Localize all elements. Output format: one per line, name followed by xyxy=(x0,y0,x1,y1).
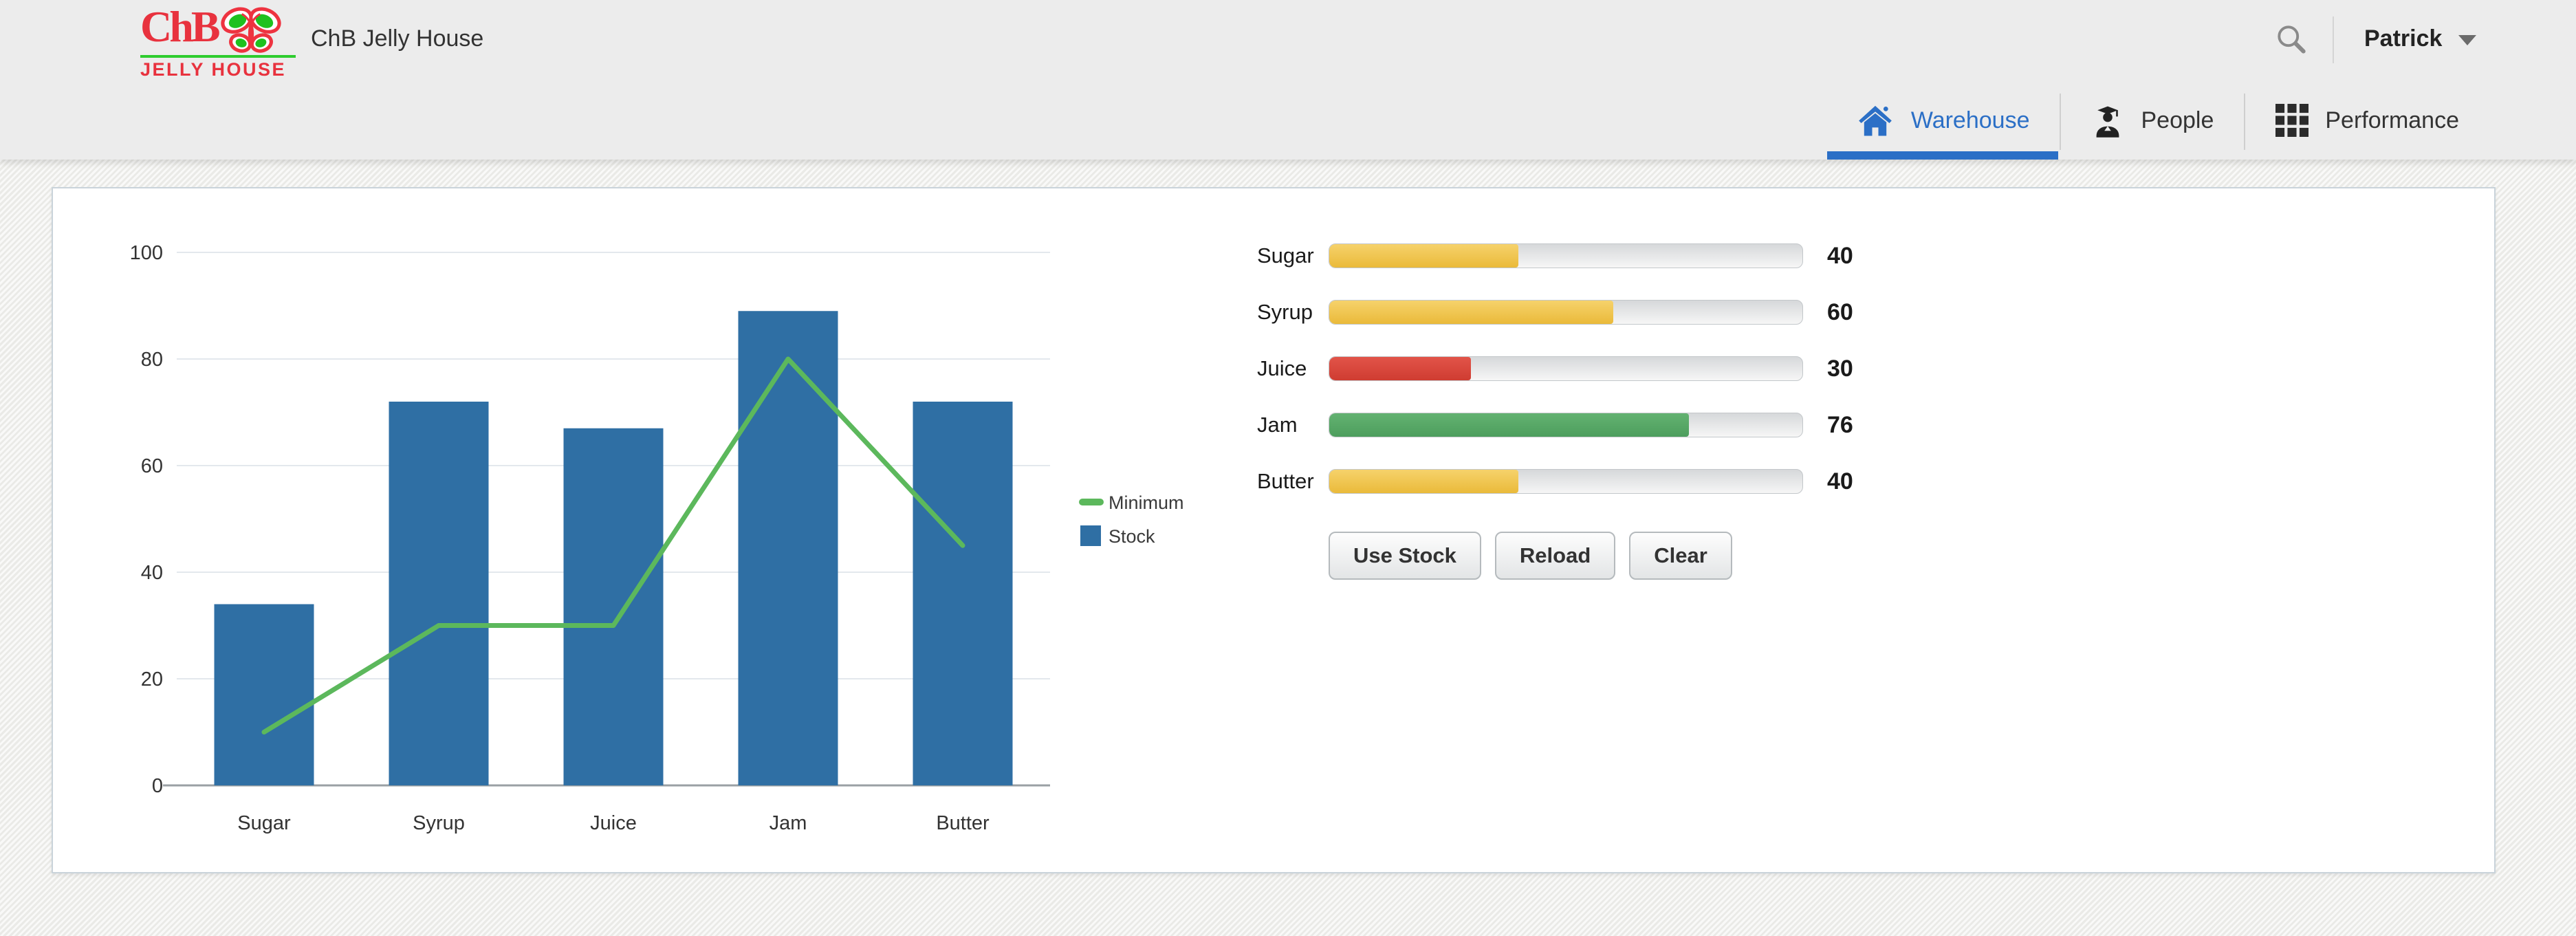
logo-underline xyxy=(140,55,296,58)
user-name: Patrick xyxy=(2364,25,2443,52)
legend-label: Stock xyxy=(1109,526,1155,547)
progressbar-fill xyxy=(1329,357,1472,380)
inventory-item-label: Jam xyxy=(1257,413,1298,437)
progressbar-fill xyxy=(1329,301,1613,324)
inventory-item-value: 40 xyxy=(1827,242,1853,269)
inventory-item-label: Butter xyxy=(1257,469,1314,493)
tab-performance[interactable]: Performance xyxy=(2245,81,2489,160)
inventory-row-syrup: Syrup 60 xyxy=(53,298,1978,325)
butterfly-icon xyxy=(215,1,287,61)
legend-label: Minimum xyxy=(1109,492,1184,513)
tab-label: Warehouse xyxy=(1910,107,2030,133)
stock-bar-butter xyxy=(913,402,1013,785)
use-stock-button[interactable]: Use Stock xyxy=(1329,532,1481,580)
inventory-actions: Use Stock Reload Clear xyxy=(1329,532,1732,580)
x-category-label: Butter xyxy=(936,812,990,834)
header-divider xyxy=(2333,17,2334,63)
progressbar-fill xyxy=(1329,244,1519,268)
inventory-item-value: 40 xyxy=(1827,468,1853,494)
inventory-row-butter: Butter 40 xyxy=(53,468,1978,494)
progressbar-fill xyxy=(1329,413,1689,437)
inventory-item-label: Juice xyxy=(1257,356,1307,380)
clear-button[interactable]: Clear xyxy=(1629,532,1732,580)
inventory-progressbar xyxy=(1329,413,1803,437)
y-tick-label: 40 xyxy=(141,562,163,584)
inventory-item-value: 30 xyxy=(1827,355,1853,382)
tab-divider xyxy=(2244,94,2246,150)
x-category-label: Jam xyxy=(769,812,807,834)
y-tick-label: 60 xyxy=(141,455,163,477)
stock-bar-juice xyxy=(563,428,664,785)
legend-line-swatch xyxy=(1079,499,1104,505)
house-icon xyxy=(1856,102,1895,139)
progressbar-fill xyxy=(1329,470,1519,493)
inventory-row-sugar: Sugar 40 xyxy=(53,242,1978,269)
y-tick-label: 0 xyxy=(152,775,163,797)
x-category-label: Juice xyxy=(590,812,637,834)
reload-button[interactable]: Reload xyxy=(1494,532,1616,580)
chevron-down-icon xyxy=(2458,34,2477,45)
app-title: ChB Jelly House xyxy=(311,25,484,52)
company-logo: ChB xyxy=(140,3,305,80)
grid-icon xyxy=(2275,104,2309,137)
person-icon xyxy=(2091,102,2124,139)
search-button[interactable] xyxy=(2273,22,2308,58)
inventory-item-label: Sugar xyxy=(1257,243,1314,268)
inventory-progressbar xyxy=(1329,356,1803,381)
tab-warehouse[interactable]: Warehouse xyxy=(1826,81,2060,160)
y-tick-label: 100 xyxy=(130,242,163,264)
tab-label: Performance xyxy=(2325,107,2459,133)
inventory-progressbar xyxy=(1329,243,1803,268)
main-nav: Warehouse People xyxy=(1826,81,2489,160)
logo-subtitle: JELLY HOUSE xyxy=(140,59,287,80)
stock-bar-sugar xyxy=(214,604,314,785)
inventory-item-label: Syrup xyxy=(1257,300,1313,324)
logo-monogram: ChB xyxy=(140,2,220,51)
logo-top: ChB xyxy=(140,3,305,61)
inventory-item-value: 60 xyxy=(1827,298,1853,325)
tab-divider xyxy=(2060,94,2062,150)
warehouse-card: 0 20 40 60 80 100 Sugar Syrup Juice Jam Butter Mini… xyxy=(52,187,2496,873)
x-category-label: Syrup xyxy=(413,812,465,834)
stock-chart: 0 20 40 60 80 100 Sugar Syrup Juice Jam Butter Mini… xyxy=(130,242,1184,834)
tab-label: People xyxy=(2141,107,2214,133)
y-tick-label: 80 xyxy=(141,349,163,371)
stock-bar-syrup xyxy=(389,402,489,785)
x-category-label: Sugar xyxy=(237,812,291,834)
header: ChB xyxy=(0,0,2576,160)
active-tab-underline xyxy=(1826,151,2059,160)
minimum-line xyxy=(261,356,965,734)
inventory-row-juice: Juice 30 xyxy=(53,355,1978,382)
inventory-item-value: 76 xyxy=(1827,411,1853,438)
search-icon xyxy=(2273,21,2308,60)
stock-bar-jam xyxy=(738,311,838,785)
legend-bar-swatch xyxy=(1080,525,1101,546)
inventory-progressbar xyxy=(1329,469,1803,494)
content-area: 0 20 40 60 80 100 Sugar Syrup Juice Jam Butter Mini… xyxy=(0,160,2576,936)
header-top-row: ChB xyxy=(0,0,2576,81)
user-menu[interactable]: Patrick xyxy=(2364,0,2477,77)
tab-people[interactable]: People xyxy=(2061,81,2244,160)
inventory-progressbar xyxy=(1329,300,1803,325)
inventory-row-jam: Jam 76 xyxy=(53,411,1978,438)
y-tick-label: 20 xyxy=(141,668,163,690)
